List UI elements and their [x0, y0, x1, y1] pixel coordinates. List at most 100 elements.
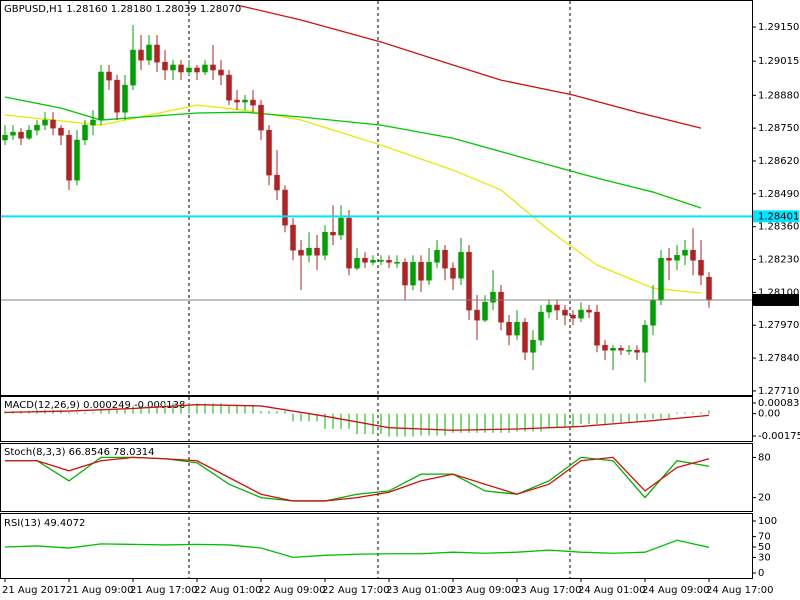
- y-tick-label: 1.28230: [758, 255, 799, 266]
- candle-body: [474, 309, 480, 321]
- candle-body: [530, 339, 536, 353]
- candle-body: [258, 104, 264, 131]
- y-tick-label: 1.28620: [758, 156, 799, 167]
- candle-body: [250, 99, 256, 106]
- indicator-line: [5, 456, 710, 502]
- y-tick-label: 1.28750: [758, 123, 799, 134]
- candle-body: [594, 311, 600, 346]
- candle-body: [634, 350, 640, 353]
- candle-body: [74, 139, 80, 181]
- candle-body: [234, 99, 240, 103]
- candle-body: [538, 311, 544, 341]
- panel-title: RSI(13) 49.4072: [4, 518, 85, 529]
- candle-body: [498, 291, 504, 323]
- candle-body: [618, 347, 624, 351]
- candle-body: [90, 119, 96, 126]
- candle-body: [602, 344, 608, 351]
- candle-body: [394, 262, 400, 264]
- y-tick-label: 20: [758, 493, 771, 504]
- chart-layers: GBPUSD,H1 1.28160 1.28180 1.28039 1.2807…: [1, 4, 800, 596]
- panel-title: GBPUSD,H1 1.28160 1.28180 1.28039 1.2807…: [4, 4, 241, 15]
- candle-body: [370, 260, 376, 263]
- candle-body: [346, 217, 352, 269]
- price-label-box: [753, 293, 799, 306]
- candle-body: [274, 174, 280, 191]
- candle-body: [58, 127, 64, 136]
- candle-body: [186, 67, 192, 73]
- candle-body: [322, 231, 328, 256]
- price-label: 1.28070: [758, 295, 799, 306]
- panel-title: Stoch(8,3,3) 66.8546 78.0314: [4, 447, 155, 458]
- candle-body: [690, 249, 696, 261]
- indicator-line: [4, 96, 702, 209]
- y-tick-label: 1.29015: [758, 56, 799, 67]
- candle-body: [418, 262, 424, 281]
- candle-body: [314, 247, 320, 256]
- candle-body: [26, 129, 32, 139]
- candle-body: [338, 217, 344, 236]
- y-tick-label: 1.28100: [758, 287, 799, 298]
- y-tick-label: 1.27970: [758, 320, 799, 331]
- candle-body: [522, 321, 528, 353]
- candle-body: [458, 251, 464, 279]
- candle-body: [210, 64, 216, 71]
- candle-body: [682, 249, 688, 256]
- price-plot: [2, 4, 712, 383]
- x-tick-label: 24 Aug 09:00: [642, 585, 709, 596]
- candle-body: [10, 131, 16, 136]
- y-tick-label: 1.29150: [758, 22, 799, 33]
- indicator-line: [4, 104, 702, 294]
- indicator-line: [5, 456, 710, 502]
- candle-body: [410, 262, 416, 286]
- y-tick-label: 0: [758, 568, 764, 579]
- y-tick-label: 0.00: [758, 409, 780, 420]
- candle-body: [50, 119, 56, 129]
- x-tick-label: 21 Aug 2017: [2, 585, 66, 596]
- candle-body: [650, 299, 656, 326]
- candle-body: [442, 249, 448, 269]
- y-tick-label: 1.28490: [758, 189, 799, 200]
- candle-body: [666, 258, 672, 261]
- x-tick-label: 24 Aug 01:00: [578, 585, 645, 596]
- candle-body: [218, 69, 224, 76]
- candle-body: [162, 61, 168, 71]
- candle-body: [34, 124, 40, 131]
- candle-body: [402, 262, 408, 286]
- y-tick-label: 1.28880: [758, 90, 799, 101]
- candle-body: [306, 247, 312, 256]
- candle-body: [282, 189, 288, 226]
- candle-body: [514, 321, 520, 336]
- candle-body: [170, 64, 176, 71]
- candle-body: [554, 304, 560, 311]
- candle-body: [226, 74, 232, 101]
- y-tick-label: 0.000836: [758, 398, 800, 409]
- y-tick-label: 30: [758, 552, 771, 563]
- candle-body: [202, 64, 208, 73]
- stoch-panel: [0, 443, 753, 512]
- candle-body: [562, 309, 568, 316]
- macd-panel: [0, 396, 753, 442]
- candle-body: [146, 44, 152, 61]
- candle-body: [378, 260, 384, 262]
- candle-body: [330, 231, 336, 236]
- candle-body: [354, 258, 360, 269]
- candle-body: [82, 124, 88, 141]
- y-tick-label: 100: [758, 516, 777, 527]
- candle-body: [178, 64, 184, 73]
- candle-body: [42, 119, 48, 126]
- candle-body: [114, 79, 120, 113]
- indicator-line: [236, 4, 702, 129]
- x-tick-label: 23 Aug 17:00: [514, 585, 581, 596]
- price-label-box: [753, 210, 799, 223]
- candle-body: [298, 249, 304, 256]
- candle-body: [98, 71, 104, 121]
- candle-body: [362, 258, 368, 263]
- x-tick-label: 22 Aug 17:00: [322, 585, 389, 596]
- price-panel: [0, 0, 753, 396]
- y-tick-label: 70: [758, 532, 771, 543]
- candle-body: [626, 350, 632, 352]
- y-tick-label: -0.00175: [758, 431, 800, 442]
- candle-body: [570, 314, 576, 319]
- candle-body: [610, 347, 616, 351]
